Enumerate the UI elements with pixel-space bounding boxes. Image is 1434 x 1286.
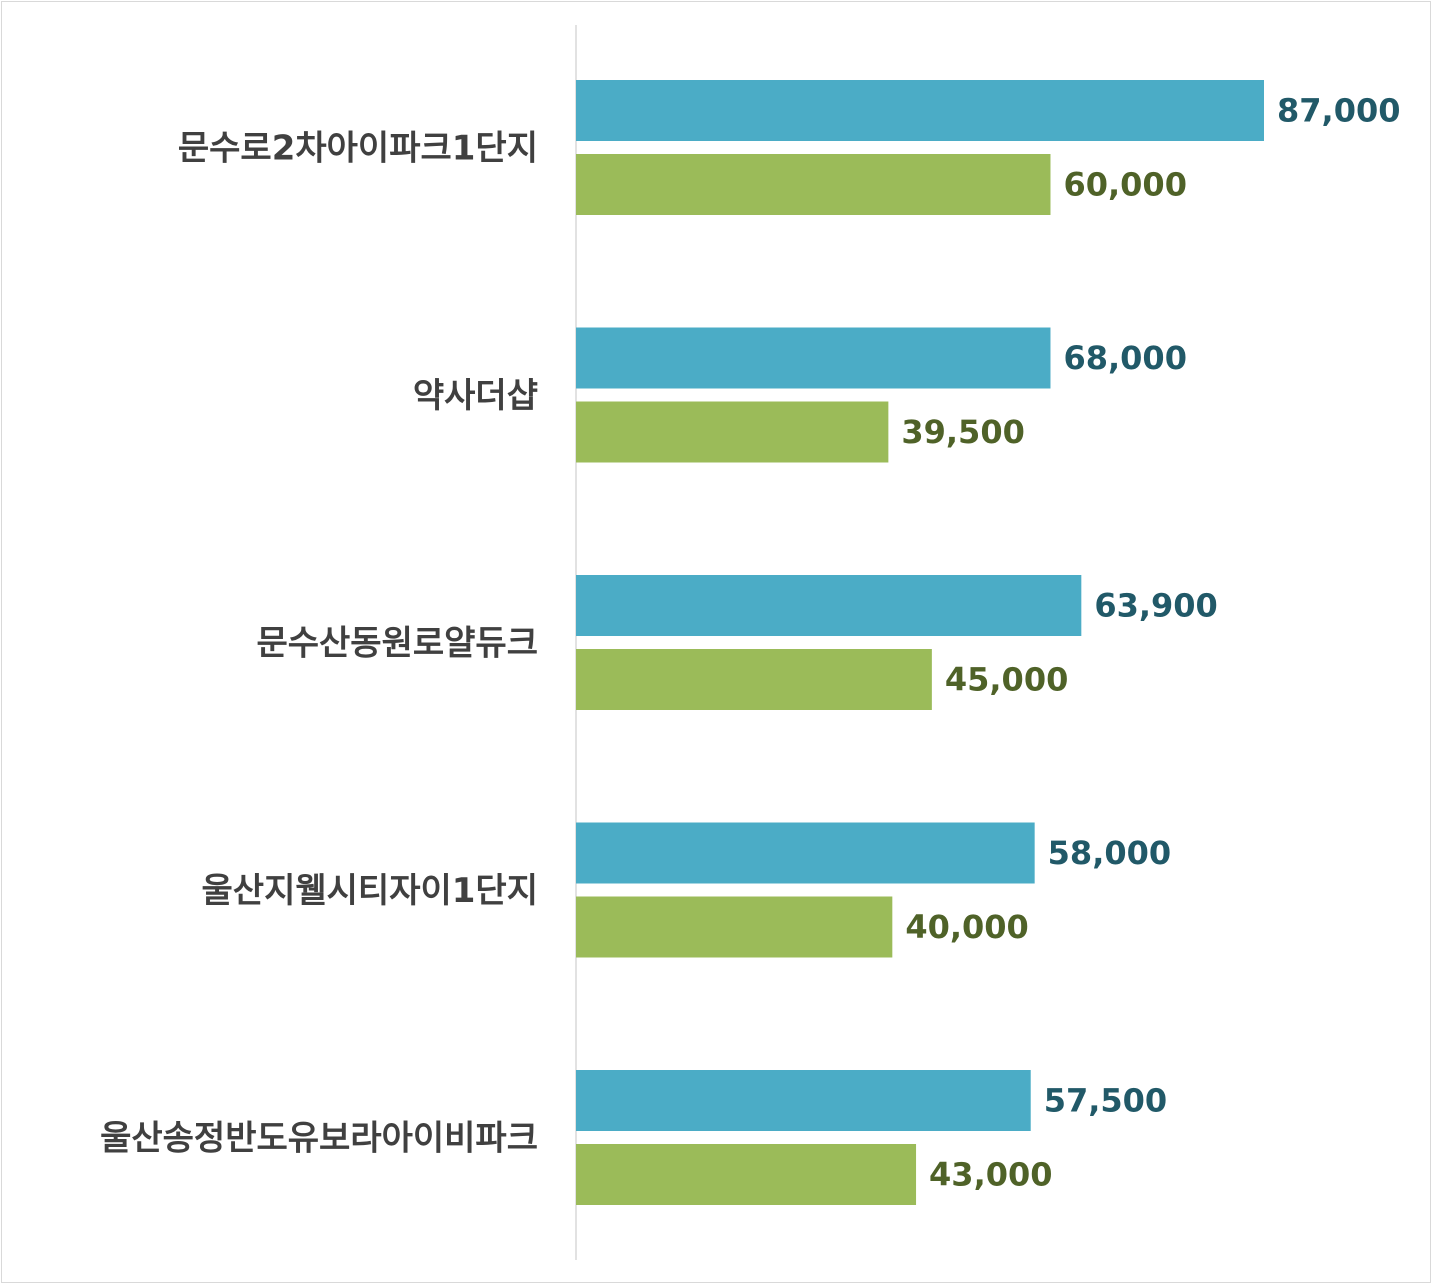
data-label-series-2: 45,000 [945, 661, 1068, 699]
data-label-series-1: 58,000 [1048, 834, 1171, 872]
bar-series-1 [576, 822, 1035, 884]
bar-series-2 [576, 401, 889, 463]
data-label-series-2: 60,000 [1063, 166, 1186, 204]
data-label-series-1: 87,000 [1277, 92, 1400, 130]
bar-series-2 [576, 896, 893, 958]
data-label-series-2: 43,000 [929, 1156, 1052, 1194]
data-label-series-2: 40,000 [905, 908, 1028, 946]
category-label: 문수로2차아이파크1단지 [178, 129, 538, 169]
category-label: 문수산동원로얄듀크 [256, 624, 538, 664]
bar-series-1 [576, 80, 1264, 141]
bar-series-1 [576, 327, 1051, 389]
bar-series-2 [576, 1144, 917, 1205]
category-label: 약사더샵 [413, 376, 538, 416]
data-label-series-1: 57,500 [1044, 1082, 1167, 1120]
data-label-series-1: 68,000 [1063, 339, 1186, 377]
category-label: 울산송정반도유보라아이비파크 [100, 1119, 538, 1159]
bar-series-1 [576, 575, 1082, 636]
bar-series-2 [576, 649, 932, 710]
data-label-series-2: 39,500 [901, 413, 1024, 451]
bars-layer [576, 80, 1264, 1205]
bar-series-2 [576, 154, 1051, 215]
data-label-series-1: 63,900 [1094, 587, 1217, 625]
category-label: 울산지웰시티자이1단지 [202, 871, 538, 911]
labels-layer: 문수로2차아이파크1단지 87,000 60,000 약사더샵 68,000 39,500… [100, 92, 1400, 1194]
bar-series-1 [576, 1070, 1031, 1131]
